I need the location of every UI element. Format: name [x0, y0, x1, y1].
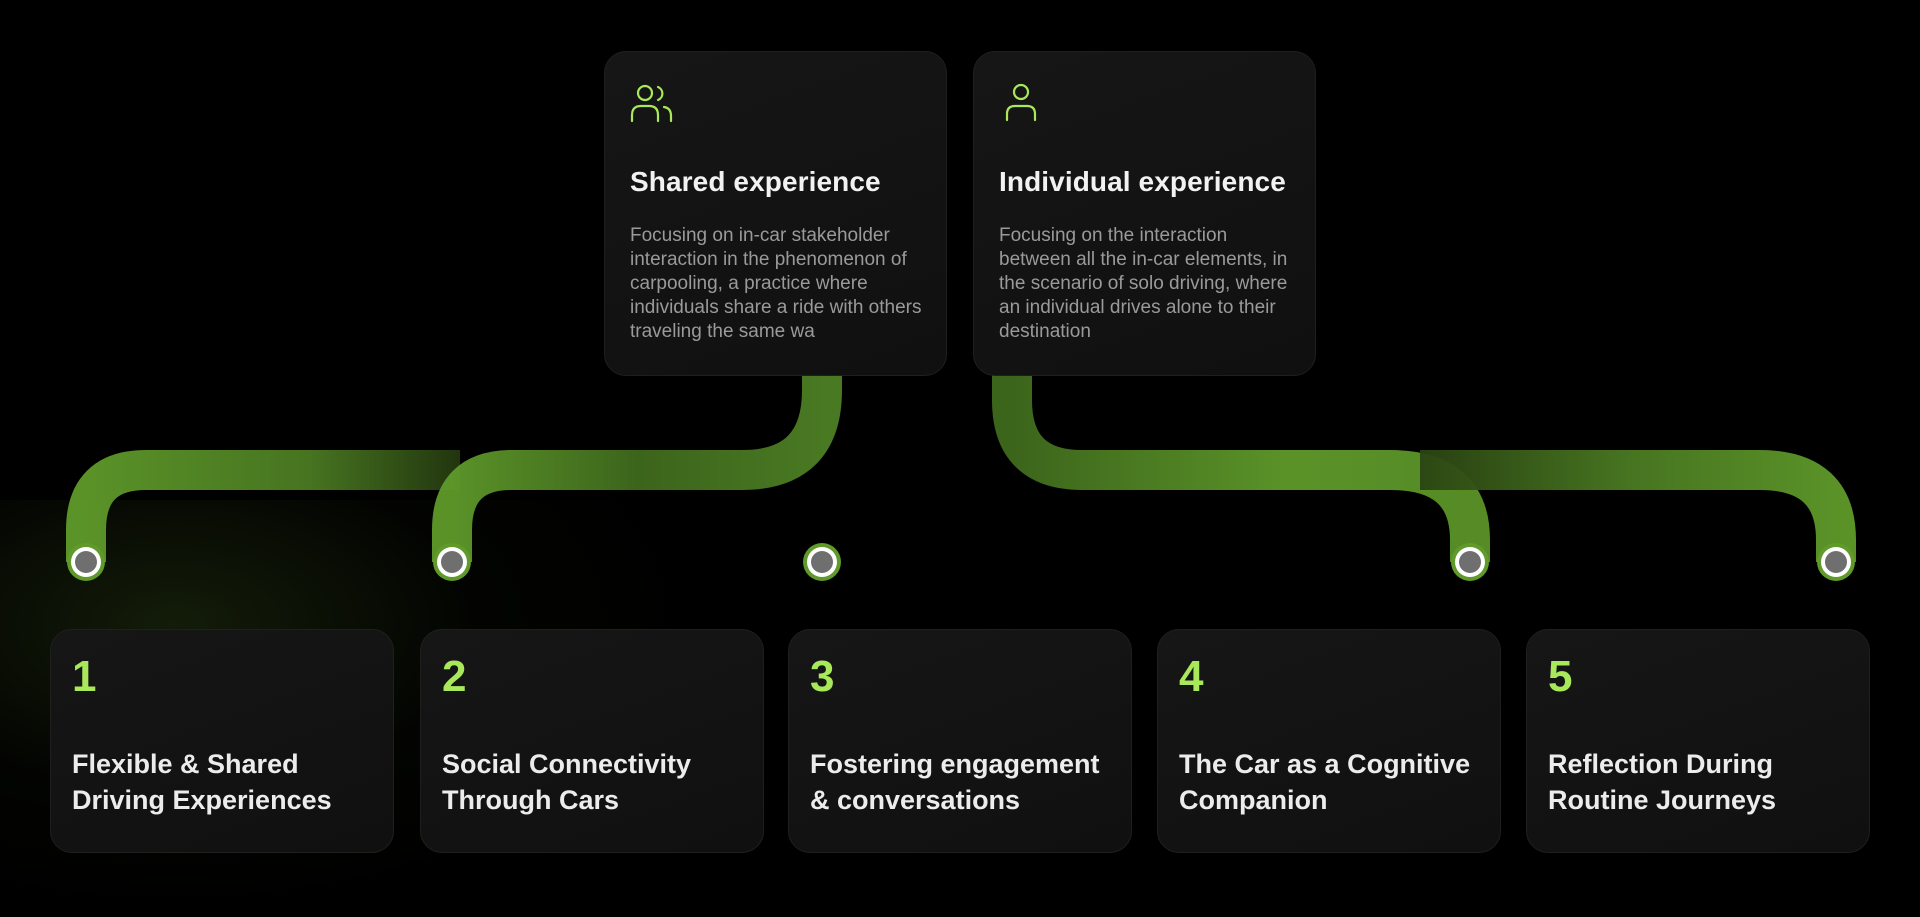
shared-experience-card: Shared experience Focusing on in-car sta…	[604, 51, 947, 376]
individual-experience-title: Individual experience	[999, 166, 1286, 197]
node-3	[803, 543, 841, 581]
item-number: 3	[810, 652, 835, 701]
item-number: 5	[1548, 652, 1573, 701]
item-title: Reflection During Routine Journeys	[1548, 749, 1777, 815]
item-card-4: 4 The Car as a Cognitive Companion	[1157, 629, 1501, 853]
item-title: Flexible & Shared Driving Experiences	[72, 749, 332, 815]
item-card-2: 2 Social Connectivity Through Cars	[420, 629, 764, 853]
item-number: 4	[1179, 652, 1204, 701]
individual-experience-card: Individual experience Focusing on the in…	[973, 51, 1316, 376]
item-card-3: 3 Fostering engagement & conversations	[788, 629, 1132, 853]
individual-experience-description: Focusing on the interaction between all …	[999, 225, 1288, 342]
node-5	[1817, 543, 1855, 581]
connector-1	[66, 450, 460, 562]
connector-2	[432, 375, 842, 562]
node-1	[67, 543, 105, 581]
connector-4	[992, 375, 1490, 562]
item-number: 1	[72, 652, 97, 701]
node-4	[1451, 543, 1489, 581]
item-title: The Car as a Cognitive Companion	[1179, 749, 1471, 815]
item-number: 2	[442, 652, 467, 701]
users-icon	[630, 84, 673, 123]
shared-experience-title: Shared experience	[630, 166, 881, 197]
item-card-5: 5 Reflection During Routine Journeys	[1526, 629, 1870, 853]
node-2	[433, 543, 471, 581]
user-icon	[1005, 83, 1037, 122]
connector-5	[1420, 450, 1856, 562]
item-title: Social Connectivity Through Cars	[442, 749, 692, 815]
item-title: Fostering engagement & conversations	[810, 749, 1100, 815]
item-card-1: 1 Flexible & Shared Driving Experiences	[50, 629, 394, 853]
shared-experience-description: Focusing on in-car stakeholder interacti…	[630, 225, 922, 342]
